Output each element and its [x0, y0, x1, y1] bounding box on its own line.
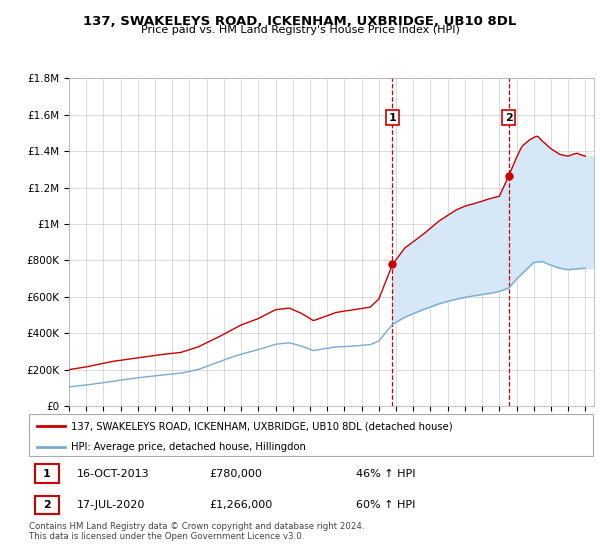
Text: 1: 1 [43, 469, 51, 479]
FancyBboxPatch shape [35, 464, 59, 483]
Text: Price paid vs. HM Land Registry's House Price Index (HPI): Price paid vs. HM Land Registry's House … [140, 25, 460, 35]
Text: £780,000: £780,000 [209, 469, 262, 479]
Text: Contains HM Land Registry data © Crown copyright and database right 2024.
This d: Contains HM Land Registry data © Crown c… [29, 522, 364, 542]
Text: HPI: Average price, detached house, Hillingdon: HPI: Average price, detached house, Hill… [71, 442, 306, 452]
Text: 1: 1 [389, 113, 397, 123]
Text: 137, SWAKELEYS ROAD, ICKENHAM, UXBRIDGE, UB10 8DL: 137, SWAKELEYS ROAD, ICKENHAM, UXBRIDGE,… [83, 15, 517, 27]
FancyBboxPatch shape [29, 414, 593, 456]
Text: 46% ↑ HPI: 46% ↑ HPI [356, 469, 415, 479]
Text: £1,266,000: £1,266,000 [209, 500, 272, 510]
Text: 137, SWAKELEYS ROAD, ICKENHAM, UXBRIDGE, UB10 8DL (detached house): 137, SWAKELEYS ROAD, ICKENHAM, UXBRIDGE,… [71, 421, 453, 431]
Text: 60% ↑ HPI: 60% ↑ HPI [356, 500, 415, 510]
Text: 2: 2 [43, 500, 51, 510]
Text: 17-JUL-2020: 17-JUL-2020 [77, 500, 145, 510]
Text: 2: 2 [505, 113, 512, 123]
FancyBboxPatch shape [35, 496, 59, 515]
Text: 16-OCT-2013: 16-OCT-2013 [77, 469, 149, 479]
